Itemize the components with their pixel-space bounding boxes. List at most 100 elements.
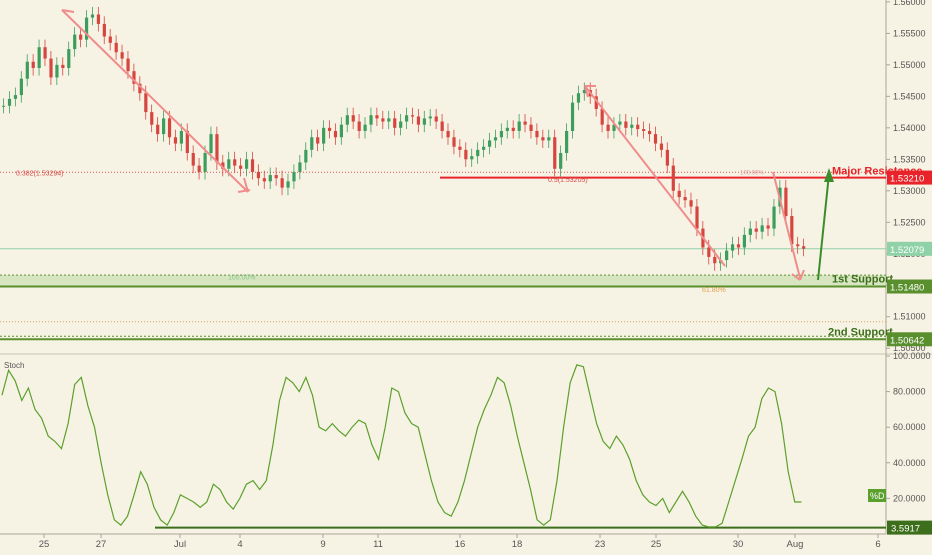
candle-body	[754, 228, 758, 232]
candle-body	[582, 90, 586, 94]
candle-body	[742, 234, 747, 248]
candle-body	[511, 127, 515, 131]
candle-body	[339, 124, 344, 138]
candle-body	[665, 149, 669, 166]
candle-body	[523, 121, 527, 125]
candle-body	[138, 83, 142, 94]
candle-body	[55, 64, 59, 78]
candle-body	[304, 149, 308, 163]
candle-body	[173, 137, 178, 144]
candle-body	[458, 146, 462, 150]
candles	[2, 6, 806, 271]
candle-body	[2, 105, 6, 107]
price-tick-label: 1.53000	[893, 186, 926, 196]
price-tick-label: 1.56000	[893, 0, 926, 7]
candle-body	[262, 178, 266, 182]
candle-body	[13, 95, 18, 99]
candle-body	[405, 115, 409, 122]
price-tick-label: 1.55000	[893, 60, 926, 70]
candle-body	[659, 143, 664, 150]
candle-body	[369, 115, 373, 125]
candle-body	[345, 115, 349, 125]
downtrend-line-1	[61, 9, 249, 193]
candle-body	[570, 102, 575, 131]
time-tick-label: 23	[595, 539, 606, 550]
support1-price-label-box	[887, 279, 932, 294]
candle-body	[179, 130, 183, 144]
stoch-tick-label: 60.0000	[893, 422, 926, 432]
support-zone	[0, 274, 886, 287]
price-tick-label: 1.55500	[893, 28, 926, 38]
time-tick-label: 27	[96, 539, 107, 550]
price-tick-label: 1.54500	[893, 91, 926, 101]
candle-body	[529, 124, 533, 131]
candle-body	[268, 175, 272, 182]
candle-body	[653, 134, 658, 144]
candle-body	[677, 190, 681, 198]
time-tick-label: 18	[512, 539, 523, 550]
candle-body	[683, 197, 687, 201]
candle-body	[559, 153, 563, 169]
candle-body	[689, 200, 693, 207]
candle-body	[630, 124, 634, 128]
candle-body	[84, 17, 89, 40]
candle-body	[327, 127, 332, 131]
candle-body	[191, 153, 195, 166]
candle-body	[108, 36, 112, 43]
time-tick-label: 30	[733, 539, 744, 550]
candle-body	[102, 23, 106, 37]
candle-body	[162, 118, 166, 135]
candle-body	[316, 137, 320, 144]
stoch-tick-label: 80.0000	[893, 387, 926, 397]
candle-body	[499, 130, 504, 138]
candle-body	[120, 52, 124, 59]
horizontal-levels	[0, 171, 886, 341]
candle-body	[553, 137, 557, 169]
candle-body	[493, 137, 498, 141]
candle-body	[642, 129, 646, 131]
candle-body	[126, 58, 130, 72]
stoch-tick-label: 40.0000	[893, 458, 926, 468]
candle-body	[363, 124, 367, 131]
candle-body	[19, 78, 23, 96]
candle-body	[286, 181, 290, 188]
candle-body	[671, 165, 675, 191]
candle-body	[381, 118, 385, 122]
candle-body	[434, 116, 438, 122]
candle-body	[387, 118, 391, 122]
arrow-tail-2b	[584, 85, 589, 98]
candle-body	[707, 247, 711, 257]
candle-body	[535, 130, 539, 138]
candle-body	[612, 124, 616, 131]
stoch-tick-label: 100.0000	[893, 351, 931, 361]
current-price-label-box	[887, 241, 932, 256]
time-tick-label: Jul	[174, 539, 186, 550]
candle-body	[796, 244, 800, 247]
candle-body	[185, 130, 189, 154]
stoch-title: Stoch	[4, 361, 24, 370]
candle-body	[215, 134, 219, 163]
time-tick-label: 25	[39, 539, 50, 550]
candle-body	[7, 98, 12, 106]
level-name-1: 1st Support	[832, 274, 893, 286]
candle-body	[636, 124, 640, 130]
candle-body	[440, 121, 444, 131]
current-price-label-text: 1.52079	[890, 245, 924, 256]
support2-price-label-box	[887, 332, 932, 347]
price-tick-label: 1.53500	[893, 154, 926, 164]
candle-body	[482, 146, 486, 150]
candle-body	[357, 121, 361, 131]
candle-body	[517, 121, 521, 131]
candle-body	[416, 116, 421, 125]
arrow-head-1b	[243, 177, 249, 193]
candle-body	[736, 244, 741, 248]
candle-body	[31, 61, 35, 69]
time-tick-label: 25	[651, 539, 662, 550]
fib-label: 0.382(1.53294)	[16, 170, 63, 177]
candle-body	[624, 121, 628, 128]
stoch-value-box	[887, 520, 932, 535]
candle-body	[61, 64, 65, 69]
fib-label: 100.00%	[740, 170, 764, 176]
candle-body	[256, 171, 261, 179]
